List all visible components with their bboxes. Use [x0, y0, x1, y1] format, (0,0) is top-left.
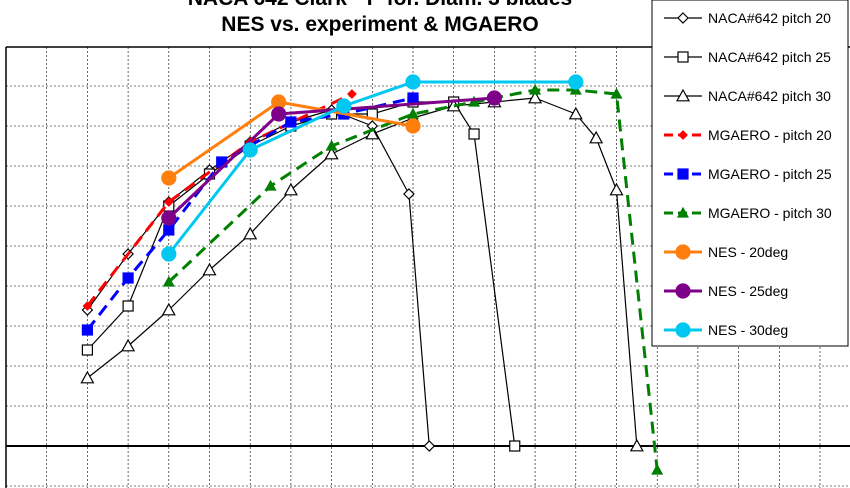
series-3-point — [589, 130, 604, 144]
series-8-point — [486, 90, 502, 106]
legend-label-9: NES - 30deg — [708, 322, 788, 338]
series-9-point — [405, 74, 421, 90]
series-6-point — [468, 95, 481, 107]
legend-marker-7 — [675, 244, 691, 260]
series-2-point — [468, 128, 480, 140]
series-2-point — [509, 440, 521, 452]
legend-item-3: NACA#642 pitch 30 — [664, 88, 831, 104]
series-7-point — [405, 118, 421, 134]
legend-marker-9 — [675, 322, 691, 338]
legend-marker-3 — [675, 88, 691, 102]
series-9-point — [161, 246, 177, 262]
series-3-line — [87, 97, 638, 447]
legend-label-1: NACA#642 pitch 20 — [708, 10, 831, 26]
legend-item-6: MGAERO - pitch 30 — [664, 205, 832, 221]
series-4-point — [347, 89, 357, 99]
legend-items: NACA#642 pitch 20 NACA#642 pitch 25 NACA#6… — [664, 10, 832, 338]
legend-label-5: MGAERO - pitch 25 — [708, 166, 832, 182]
series-6-point — [610, 87, 623, 99]
series-3-point — [161, 302, 176, 316]
series-3-point — [528, 90, 543, 104]
legend-marker-2 — [677, 51, 689, 63]
legend-item-4: MGAERO - pitch 20 — [664, 127, 832, 143]
legend-label-3: NACA#642 pitch 30 — [708, 88, 831, 104]
legend-item-5: MGAERO - pitch 25 — [664, 166, 832, 182]
chart-title: NACA 642 Clark "Y"for. Diam. 3 blades — [188, 0, 572, 10]
chart-title-group: NACA 642 Clark "Y"for. Diam. 3 blades NE… — [188, 0, 572, 36]
series-5-point — [407, 92, 419, 104]
series-6 — [162, 83, 664, 475]
series-5-point — [163, 224, 175, 236]
legend-label-4: MGAERO - pitch 20 — [708, 127, 832, 143]
series-8 — [161, 90, 502, 226]
series-5-point — [81, 324, 94, 336]
series-3-point — [121, 338, 136, 352]
legend-label-8: NES - 25deg — [708, 283, 788, 299]
series-9 — [161, 74, 584, 262]
legend-item-8: NES - 25deg — [664, 283, 788, 299]
legend-label-7: NES - 20deg — [708, 244, 788, 260]
legend-item-1: NACA#642 pitch 20 — [664, 10, 831, 26]
series-9-point — [568, 74, 584, 90]
legend-item-9: NES - 30deg — [664, 322, 788, 338]
legend-item-7: NES - 20deg — [664, 244, 788, 260]
series-1-point — [403, 188, 415, 200]
series-4-line — [86, 92, 353, 307]
series-5-point — [122, 272, 134, 284]
series-3-point — [283, 182, 298, 196]
series-3-point — [609, 182, 624, 196]
series-7 — [161, 94, 421, 186]
legend-marker-6 — [676, 206, 690, 218]
legend-marker-1 — [677, 12, 689, 24]
series-3-point — [324, 146, 339, 160]
series-1-point — [423, 440, 436, 452]
legend-label-2: NACA#642 pitch 25 — [708, 49, 831, 65]
series-6-point — [406, 107, 420, 119]
series-6-point — [651, 463, 664, 475]
series-3-point — [568, 106, 583, 120]
series-4-point — [163, 197, 174, 207]
legend: NACA#642 pitch 20 NACA#642 pitch 25 NACA#6… — [651, 0, 849, 347]
series-3-point — [80, 370, 95, 384]
legend-item-2: NACA#642 pitch 25 — [664, 49, 831, 65]
series-3-point — [629, 438, 644, 452]
series-9-point — [336, 98, 352, 114]
legend-marker-8 — [675, 283, 691, 299]
legend-marker-5 — [677, 168, 689, 180]
series-4-point — [82, 301, 93, 311]
series-3-point — [202, 262, 217, 276]
legend-label-6: MGAERO - pitch 30 — [708, 205, 832, 221]
series-8-point — [161, 210, 177, 226]
chart-subtitle: NES vs. experiment & MGAERO — [221, 13, 538, 36]
series-6-point — [264, 179, 277, 191]
series-6-point — [529, 83, 542, 95]
series-6-point — [325, 139, 338, 151]
series-3-point — [365, 126, 380, 140]
series-5-point — [285, 116, 297, 128]
series-7-point — [161, 170, 177, 186]
series-6-point — [162, 275, 175, 287]
series-8-point — [271, 106, 287, 122]
legend-marker-4 — [678, 130, 688, 140]
series-2-point — [81, 344, 94, 356]
series-3-point — [243, 226, 258, 240]
series-4 — [82, 89, 357, 311]
series-2-point — [122, 300, 134, 312]
series-layer — [80, 74, 664, 475]
series-9-point — [242, 142, 258, 158]
